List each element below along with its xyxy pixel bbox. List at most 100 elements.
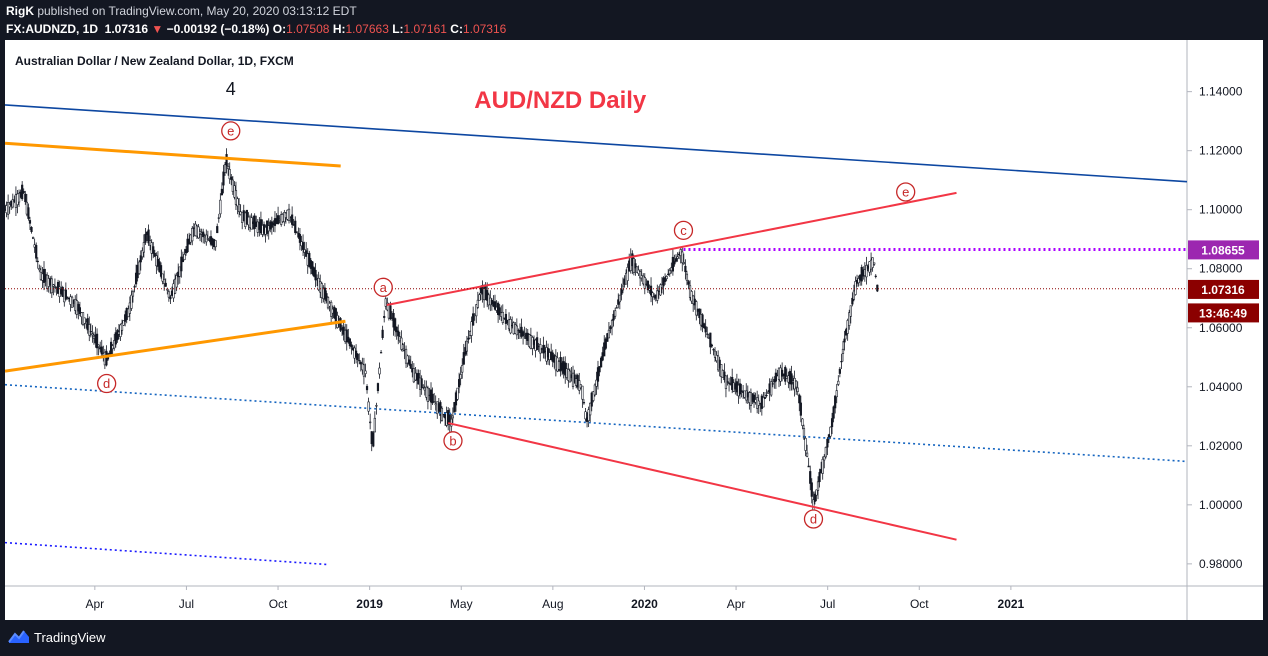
candle-body — [453, 402, 456, 413]
candle-body — [384, 298, 387, 307]
x-tick-label: Apr — [727, 597, 746, 611]
candle-body — [815, 489, 818, 496]
y-tick-label: 1.00000 — [1199, 498, 1243, 512]
candle-body — [356, 353, 359, 360]
candle-body — [234, 190, 238, 205]
candle-body — [824, 447, 827, 458]
price-label: 13:46:49 — [1199, 306, 1247, 320]
candle-body — [191, 227, 194, 242]
candle-body — [345, 329, 348, 343]
candle-body — [362, 364, 366, 377]
candle-body — [381, 329, 384, 338]
tradingview-logo-icon — [8, 630, 29, 643]
candle-body — [470, 321, 473, 336]
candle-body — [100, 346, 103, 355]
candle-body — [116, 330, 119, 341]
x-tick-label: Oct — [910, 597, 929, 611]
candle-body — [222, 171, 225, 186]
candle-body — [144, 233, 147, 243]
candle-body — [28, 220, 32, 224]
candle-body — [216, 226, 219, 234]
trendline-orange-top — [5, 141, 341, 168]
candle-body — [298, 234, 302, 243]
candle-body — [476, 299, 479, 308]
candle-body — [612, 313, 615, 321]
candle-body — [582, 402, 586, 404]
publish-info: RigK published on TradingView.com, May 2… — [6, 4, 357, 18]
footer-brand[interactable]: TradingView — [34, 630, 106, 645]
trendline-red-lower — [448, 422, 957, 541]
author-name[interactable]: RigK — [6, 4, 34, 18]
candle-body — [706, 333, 709, 335]
candle-body — [397, 330, 400, 337]
candle-body — [709, 332, 712, 348]
candle-body — [365, 386, 369, 391]
candle-body — [837, 380, 840, 385]
wave-label-d: d — [810, 512, 817, 527]
candle-body — [291, 214, 294, 225]
candle-body — [704, 326, 707, 333]
candle-body — [206, 238, 209, 240]
candle-body — [598, 366, 601, 373]
candle-body — [874, 275, 877, 277]
candle-body — [674, 258, 678, 262]
candle-body — [841, 348, 845, 354]
candle-body — [373, 417, 376, 433]
candle-body — [620, 288, 623, 295]
candle-body — [673, 261, 676, 265]
candle-body — [478, 294, 481, 301]
candle-body — [865, 265, 868, 278]
candle-body — [687, 281, 690, 285]
candle-body — [816, 481, 820, 491]
candle-body — [220, 188, 224, 196]
candle-body — [7, 202, 10, 215]
chart-panel[interactable]: Australian Dollar / New Zealand Dollar, … — [5, 40, 1263, 620]
candle-body — [24, 193, 27, 203]
y-tick-label: 1.04000 — [1199, 380, 1243, 394]
candle-body — [701, 314, 704, 328]
candle-body — [326, 296, 330, 309]
symbol: FX:AUDNZD, 1D — [6, 22, 98, 36]
candle-body — [536, 337, 539, 351]
candle-body — [153, 252, 156, 257]
close-value: 1.07316 — [462, 22, 507, 36]
candle-body — [802, 428, 806, 439]
candle-body — [771, 383, 774, 385]
candle-body — [596, 367, 600, 382]
candle-body — [713, 350, 717, 358]
candle-body — [422, 385, 425, 388]
candle-body — [821, 458, 824, 474]
trendline-blue-dotted-low — [5, 541, 327, 566]
candle-body — [851, 297, 854, 305]
candle-body — [618, 294, 621, 303]
candle-body — [857, 278, 860, 284]
candle-body — [350, 344, 353, 348]
candle-body — [11, 199, 14, 208]
candle-body — [122, 320, 125, 326]
price-chart[interactable]: Australian Dollar / New Zealand Dollar, … — [5, 40, 1263, 620]
candle-body — [840, 361, 843, 363]
candle-body — [595, 379, 598, 387]
candle-body — [829, 426, 832, 437]
candle-body — [38, 268, 41, 271]
wave-label-circle — [373, 277, 393, 297]
candle-body — [807, 465, 810, 468]
candle-body — [838, 368, 841, 374]
candle-body — [801, 418, 804, 426]
wave-label-circle — [803, 509, 824, 529]
candle-body — [504, 313, 508, 324]
candle-body — [834, 395, 837, 409]
candle-body — [615, 307, 618, 309]
y-tick-label: 1.08000 — [1199, 262, 1243, 276]
candle-body — [225, 154, 228, 167]
candle-body — [379, 352, 383, 354]
price-label-bg — [1188, 279, 1259, 299]
candle-body — [589, 402, 592, 416]
open-label: O: — [272, 22, 287, 36]
candle-body — [134, 272, 138, 285]
candle-body — [639, 271, 642, 279]
candle-body — [798, 394, 801, 404]
candle-body — [600, 357, 603, 368]
candle-body — [183, 254, 186, 261]
candle-body — [167, 291, 170, 298]
